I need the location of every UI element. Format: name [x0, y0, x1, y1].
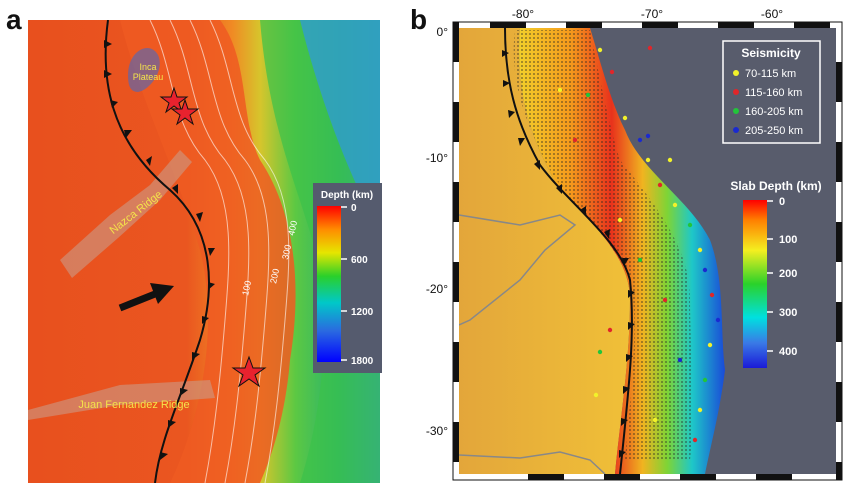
contour-label-100: 100	[240, 280, 253, 297]
slab-legend-title: Slab Depth (km)	[730, 179, 821, 193]
depth-tick-1800: 1800	[351, 356, 374, 367]
legend-dot-blue	[733, 127, 739, 133]
depth-tick-1200: 1200	[351, 307, 374, 318]
legend-label-2: 115-160 km	[745, 87, 802, 99]
depth-tick-600: 600	[351, 255, 368, 266]
lat-tick-0: 0°	[437, 25, 449, 39]
lon-tick-minus80: -80°	[512, 7, 534, 21]
slab-depth-legend: Slab Depth (km) 0 100 200 300 400	[730, 179, 822, 368]
slab-tick-200: 200	[779, 268, 797, 280]
lat-tick-minus10: -10°	[426, 151, 448, 165]
earthquake-star-south	[231, 355, 267, 388]
contour-label-300: 300	[280, 244, 293, 261]
lat-tick-minus20: -20°	[426, 282, 448, 296]
plate-motion-arrow	[118, 283, 174, 312]
inca-plateau-label-1: Inca	[139, 62, 156, 72]
seismicity-legend-title: Seismicity	[741, 46, 801, 60]
legend-dot-red	[733, 89, 739, 95]
contour-label-200: 200	[268, 268, 281, 285]
panel-b-label: b	[410, 4, 428, 35]
inca-plateau-label-2: Plateau	[133, 72, 164, 82]
panel-a-label: a	[6, 4, 22, 35]
lat-tick-minus30: -30°	[426, 424, 448, 438]
juan-fernandez-ridge-label: Juan Fernandez Ridge	[78, 399, 189, 411]
earthquake-star-north	[159, 86, 200, 126]
legend-dot-yellow	[733, 70, 739, 76]
slab-tick-300: 300	[779, 307, 797, 319]
trench-teeth-a	[104, 40, 215, 460]
depth-legend: Depth (km) 0 600 1200 1800	[313, 183, 382, 373]
legend-label-4: 205-250 km	[745, 125, 803, 137]
slab-tick-100: 100	[779, 234, 797, 246]
panel-b-map	[459, 28, 836, 474]
slab-tick-0: 0	[779, 196, 785, 208]
legend-label-3: 160-205 km	[745, 106, 803, 118]
depth-legend-title: Depth (km)	[321, 190, 373, 201]
depth-tick-0: 0	[351, 203, 357, 214]
contour-label-400: 400	[286, 220, 299, 237]
lon-tick-minus60: -60°	[761, 7, 783, 21]
trench-teeth-b	[502, 50, 635, 458]
seismicity-dots	[557, 45, 721, 443]
seismicity-legend: Seismicity 70-115 km 115-160 km 160-205 …	[722, 40, 821, 144]
slab-tick-400: 400	[779, 346, 797, 358]
legend-label-1: 70-115 km	[745, 68, 796, 80]
legend-dot-green	[733, 108, 739, 114]
lon-tick-minus70: -70°	[641, 7, 663, 21]
